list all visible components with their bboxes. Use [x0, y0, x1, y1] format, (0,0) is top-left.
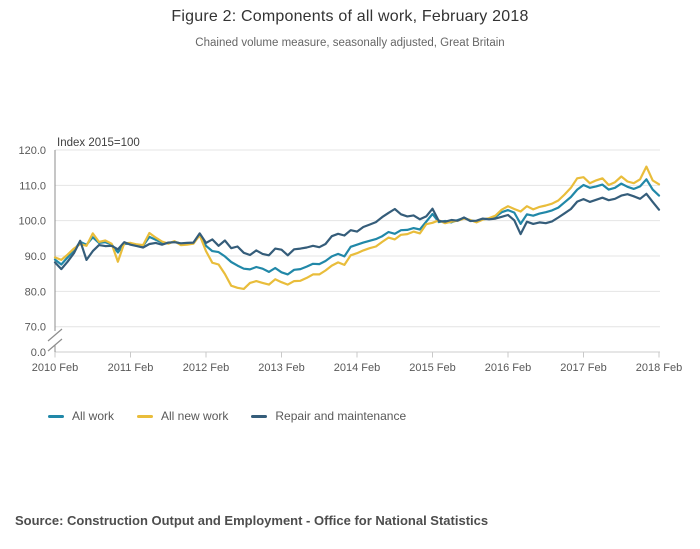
source-note: Source: Construction Output and Employme…	[15, 513, 489, 528]
x-axis-label: 2010 Feb	[32, 362, 78, 374]
y-axis-label: 0.0	[31, 347, 46, 359]
y-axis-label: 110.0	[19, 180, 46, 192]
legend-item-all-work[interactable]: All work	[48, 409, 114, 423]
x-axis-label: 2013 Feb	[258, 362, 304, 374]
legend-label-all-work: All work	[72, 409, 115, 423]
x-axis-label: 2014 Feb	[334, 362, 380, 374]
axis-break-icon	[47, 328, 63, 342]
axis-break-icon	[47, 338, 63, 352]
y-axis-label: 70.0	[25, 322, 46, 334]
x-axis-label: 2015 Feb	[409, 362, 455, 374]
y-axis-label: 80.0	[25, 286, 46, 298]
x-axis-label: 2012 Feb	[183, 362, 229, 374]
legend-label-repair-maintenance: Repair and maintenance	[275, 409, 407, 423]
y-axis-label: 90.0	[25, 251, 46, 263]
y-axis-label: 100.0	[18, 216, 46, 228]
legend-swatch-all-new-work	[137, 414, 154, 418]
plot-area[interactable]: 120.0 110.0 100.0 90.0 80.0 70.0 0.0 2010 Feb 20…	[0, 0, 700, 400]
legend: All work All new work Repair and mainten…	[48, 409, 429, 423]
x-axis-label: 2016 Feb	[485, 362, 531, 374]
legend-item-repair-maintenance[interactable]: Repair and maintenance	[251, 409, 406, 423]
x-axis-label: 2017 Feb	[560, 362, 606, 374]
legend-swatch-all-work	[48, 414, 64, 418]
series-line-repair-and-maintenance	[53, 192, 661, 271]
chart-title: Figure 2: Components of all work, Februa…	[171, 8, 529, 25]
legend-swatch-repair-maintenance	[251, 414, 268, 418]
series-line-all-work	[53, 178, 661, 276]
legend-item-all-new-work[interactable]: All new work	[137, 409, 228, 423]
y-axis-label: 120.0	[18, 145, 46, 157]
x-axis-label: 2018 Feb	[636, 362, 682, 374]
chart-subtitle: Chained volume measure, seasonally adjus…	[195, 37, 505, 49]
series-line-all-new-work	[53, 165, 661, 290]
y-axis-unit-label: Index 2015=100	[57, 137, 140, 149]
legend-label-all-new-work: All new work	[161, 409, 229, 423]
x-axis-label: 2011 Feb	[108, 362, 154, 374]
